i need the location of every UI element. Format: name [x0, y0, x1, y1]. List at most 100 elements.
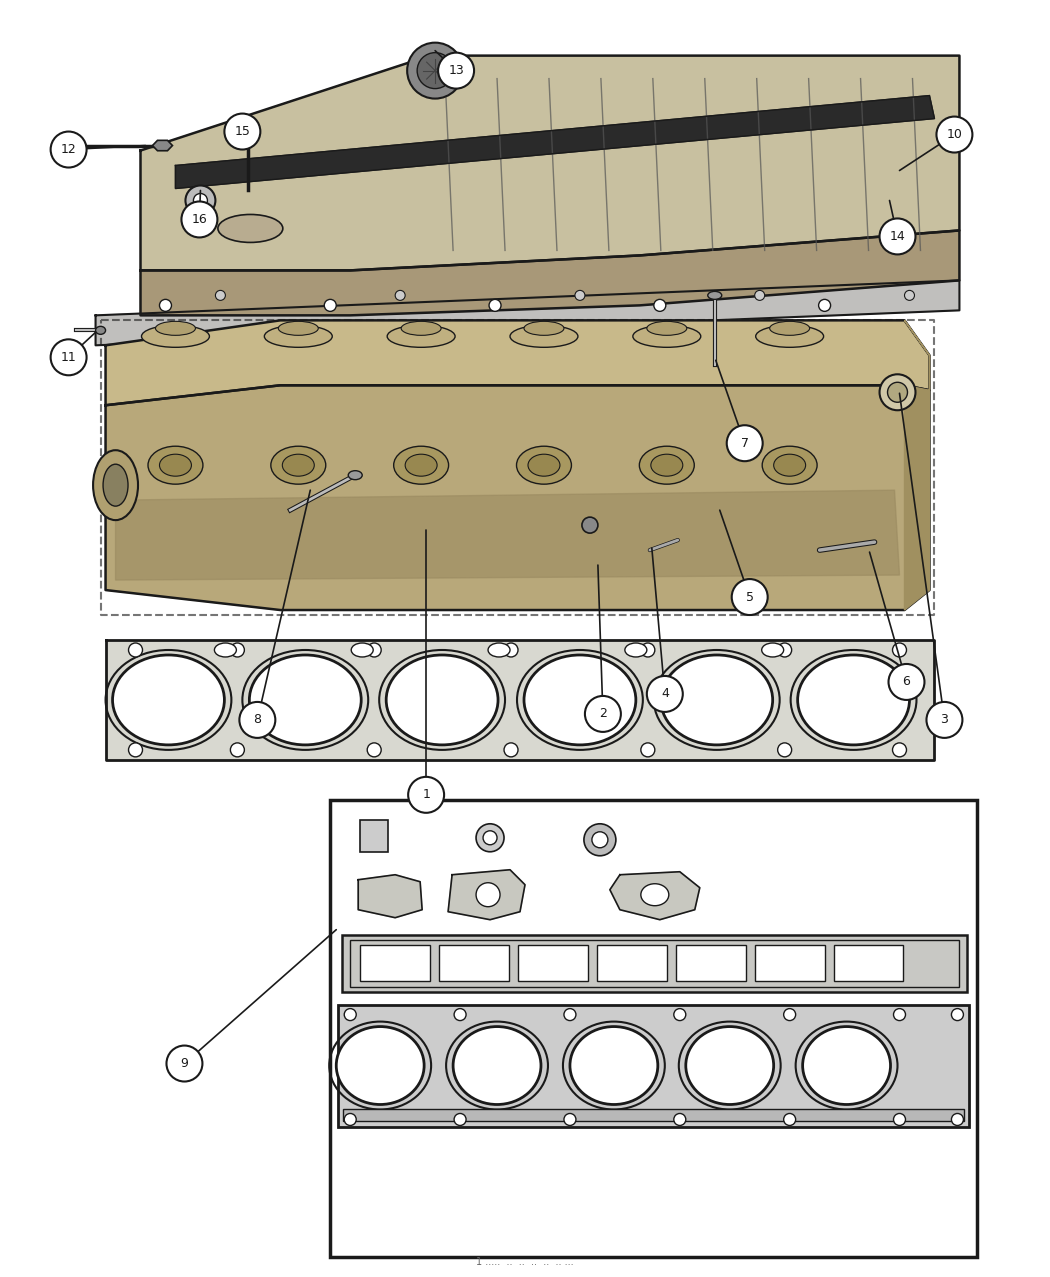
Bar [596, 945, 667, 981]
Circle shape [647, 676, 682, 711]
Circle shape [160, 299, 171, 312]
Ellipse shape [386, 655, 498, 744]
Circle shape [408, 776, 444, 812]
Ellipse shape [770, 322, 810, 336]
Text: 3: 3 [941, 714, 948, 727]
Circle shape [489, 299, 501, 312]
Ellipse shape [278, 322, 318, 336]
Circle shape [951, 1009, 964, 1020]
Text: 10: 10 [946, 128, 963, 140]
Circle shape [225, 114, 260, 149]
Text: 1: 1 [422, 788, 430, 802]
Circle shape [454, 1009, 466, 1020]
Ellipse shape [148, 446, 203, 484]
Circle shape [215, 290, 226, 300]
Ellipse shape [708, 291, 721, 299]
Ellipse shape [142, 326, 209, 347]
Circle shape [239, 702, 275, 738]
Circle shape [395, 290, 405, 300]
Bar [351, 940, 960, 987]
Text: 6: 6 [903, 676, 910, 688]
Polygon shape [141, 56, 960, 271]
Circle shape [727, 425, 762, 461]
Ellipse shape [155, 322, 195, 336]
Polygon shape [106, 640, 934, 760]
Polygon shape [106, 321, 929, 405]
Polygon shape [152, 140, 172, 151]
Circle shape [755, 290, 764, 300]
Circle shape [50, 340, 86, 375]
Ellipse shape [336, 1027, 424, 1105]
Ellipse shape [218, 215, 282, 243]
Circle shape [584, 824, 616, 856]
Text: 15: 15 [234, 125, 250, 138]
Circle shape [888, 664, 924, 700]
Ellipse shape [625, 644, 647, 656]
Text: 5: 5 [746, 590, 754, 604]
Text: 16: 16 [191, 213, 207, 226]
Circle shape [892, 644, 906, 656]
Circle shape [50, 132, 86, 167]
Bar [331, 799, 978, 1258]
Circle shape [407, 42, 463, 98]
Ellipse shape [686, 1027, 774, 1105]
Text: 4: 4 [660, 687, 669, 701]
Polygon shape [610, 872, 699, 919]
Ellipse shape [774, 455, 805, 476]
Text: 11: 11 [61, 351, 77, 364]
Circle shape [417, 52, 454, 88]
Ellipse shape [756, 326, 823, 347]
Circle shape [368, 644, 381, 656]
Ellipse shape [249, 655, 361, 744]
Bar [439, 945, 509, 981]
Polygon shape [904, 321, 929, 610]
Ellipse shape [265, 326, 332, 347]
Circle shape [880, 374, 916, 410]
Ellipse shape [387, 326, 455, 347]
Circle shape [504, 644, 518, 656]
Ellipse shape [798, 655, 909, 744]
Bar [360, 945, 430, 981]
Circle shape [575, 290, 585, 300]
Circle shape [926, 702, 963, 738]
Ellipse shape [802, 1027, 890, 1105]
Circle shape [783, 1114, 796, 1125]
Circle shape [674, 1009, 686, 1020]
Bar [342, 935, 967, 992]
Ellipse shape [282, 455, 314, 476]
Ellipse shape [349, 471, 362, 480]
Circle shape [344, 1114, 356, 1125]
Circle shape [819, 299, 831, 312]
Ellipse shape [271, 446, 326, 484]
Ellipse shape [394, 446, 448, 484]
Circle shape [640, 743, 655, 757]
Ellipse shape [517, 446, 571, 484]
Circle shape [564, 1009, 576, 1020]
Ellipse shape [352, 644, 373, 656]
Ellipse shape [510, 326, 578, 347]
Ellipse shape [570, 1027, 657, 1105]
Text: 8: 8 [253, 714, 261, 727]
Circle shape [193, 194, 208, 207]
Ellipse shape [647, 322, 687, 336]
Bar [676, 945, 746, 981]
Bar [834, 945, 903, 981]
Text: 1 .....  ..  ..  ..  ..  .. ...: 1 ..... .. .. .. .. .. ... [477, 1258, 573, 1267]
Circle shape [128, 743, 143, 757]
Circle shape [128, 644, 143, 656]
Circle shape [592, 831, 608, 848]
Ellipse shape [651, 455, 682, 476]
Circle shape [640, 644, 655, 656]
Circle shape [887, 382, 907, 402]
Ellipse shape [761, 644, 783, 656]
Circle shape [880, 218, 916, 254]
Polygon shape [116, 490, 900, 580]
Circle shape [904, 290, 915, 300]
Circle shape [674, 1114, 686, 1125]
Circle shape [778, 743, 792, 757]
Text: 13: 13 [448, 64, 464, 77]
Circle shape [582, 517, 597, 533]
Polygon shape [448, 870, 525, 919]
Ellipse shape [160, 455, 191, 476]
Ellipse shape [401, 322, 441, 336]
